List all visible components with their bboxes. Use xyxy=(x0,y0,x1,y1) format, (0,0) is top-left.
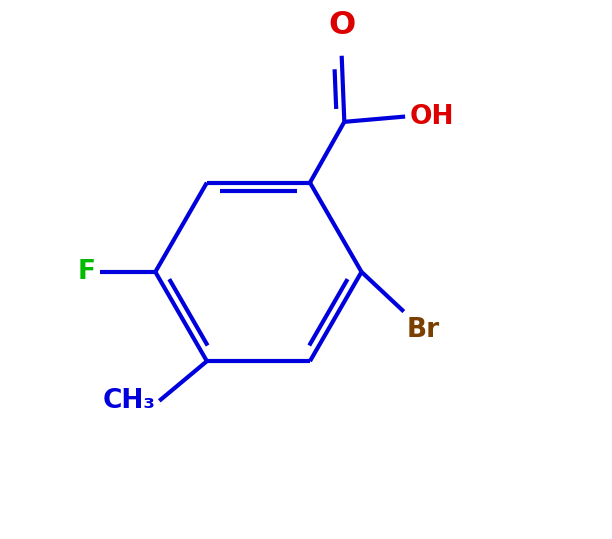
Text: OH: OH xyxy=(409,103,454,129)
Text: CH₃: CH₃ xyxy=(102,388,155,414)
Text: O: O xyxy=(328,10,356,41)
Text: Br: Br xyxy=(406,317,439,343)
Text: F: F xyxy=(78,259,95,285)
